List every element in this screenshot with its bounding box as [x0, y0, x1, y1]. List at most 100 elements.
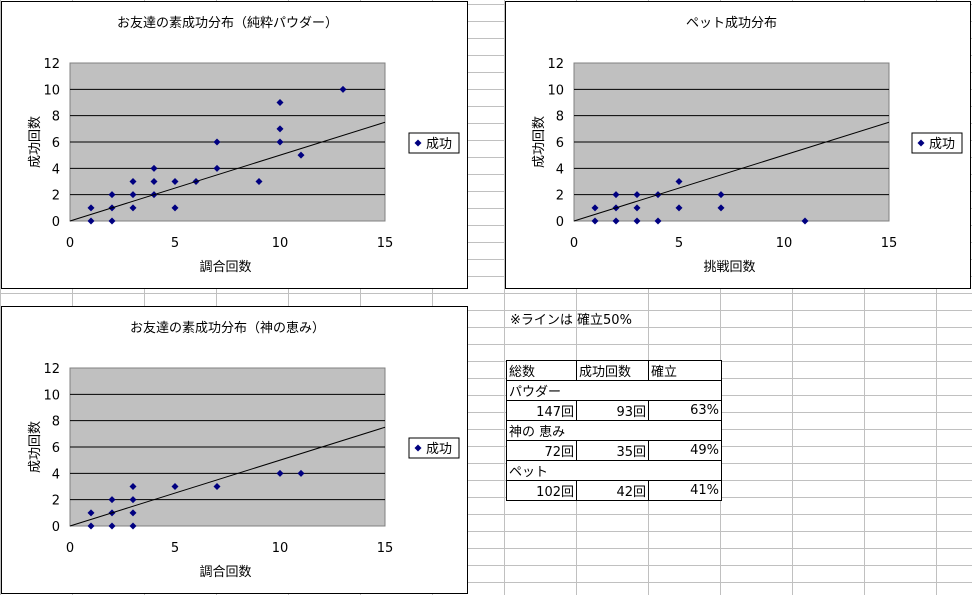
chart-0-title: お友達の素成功分布（純粋パウダー） [117, 15, 338, 31]
chart-0-xtick-label: 5 [171, 236, 179, 251]
chart-2-data-point [108, 496, 116, 504]
stats-category-row: 神の 恵み [506, 420, 722, 441]
chart-1-data-point [633, 217, 641, 225]
chart-powder-success[interactable]: お友達の素成功分布（純粋パウダー） 0 2 4 6 8 10 12 0 5 10 15 調合回数 成功回数… [1, 1, 468, 289]
chart-2-data-point [129, 522, 137, 530]
chart-0-data-point [276, 125, 284, 133]
chart-2-data-point [276, 469, 284, 477]
chart-2-xtick-label: 10 [272, 541, 289, 556]
stats-data-row: 72回 35回 49% [506, 440, 722, 461]
blessing-success[interactable]: 35回 [576, 440, 649, 461]
header-success[interactable]: 成功回数 [576, 360, 649, 381]
chart-blessing-success[interactable]: お友達の素成功分布（神の恵み） 0 2 4 6 8 10 12 0 5 10 15 調合回数 成功回数 成功 [1, 306, 468, 594]
header-rate[interactable]: 確立 [648, 360, 722, 381]
powder-total[interactable]: 147回 [506, 400, 577, 421]
chart-1-data-point [675, 204, 683, 212]
pet-success[interactable]: 42回 [576, 480, 649, 501]
chart-0-data-point [129, 191, 137, 199]
chart-1-xtick-label: 10 [776, 236, 793, 251]
chart-2-legend-box [408, 437, 460, 459]
chart-1-ytick-label: 2 [556, 189, 564, 204]
chart-0-ytick-label: 0 [52, 215, 60, 230]
powder-rate[interactable]: 63% [648, 400, 722, 421]
chart-2-ytick-label: 4 [52, 467, 60, 482]
chart-2-ytick-label: 10 [43, 388, 60, 403]
chart-0-data-point [339, 85, 347, 93]
chart-2-xtick-label: 15 [377, 541, 394, 556]
chart-0-data-point [276, 99, 284, 106]
pet-total[interactable]: 102回 [506, 480, 577, 501]
chart-0-data-point [297, 151, 305, 159]
stats-category-row: ペット [506, 460, 722, 481]
chart-1-xtick-label: 5 [675, 236, 683, 251]
chart-2-xaxis-label: 調合回数 [199, 565, 251, 580]
chart-0-yaxis-label: 成功回数 [28, 116, 43, 168]
chart-2-trendline [69, 426, 386, 527]
chart-pet-success[interactable]: ペット成功分布 0 2 4 6 8 10 12 0 5 10 15 挑戦回数 成功回数 成功 [505, 1, 971, 289]
chart-2-data-point [87, 522, 95, 530]
pet-rate[interactable]: 41% [648, 480, 722, 501]
blank-cell[interactable] [576, 420, 722, 441]
blank-cell[interactable] [576, 460, 722, 481]
chart-1-xtick-label: 15 [881, 236, 898, 251]
chart-1-data-point [654, 217, 662, 225]
chart-0-data-point [150, 164, 158, 172]
chart-0-trendline [69, 121, 386, 222]
chart-1-legend-label: 成功 [929, 137, 955, 152]
trendline-note: ※ラインは 確立50% [510, 313, 632, 328]
chart-1-ytick-label: 8 [556, 110, 564, 125]
chart-0-ytick-label: 8 [52, 110, 60, 125]
chart-1-data-point [717, 204, 725, 212]
chart-0-data-point [213, 138, 221, 146]
chart-0-data-point [87, 204, 95, 212]
chart-0-legend-marker [414, 139, 422, 147]
category-blessing[interactable]: 神の 恵み [506, 420, 577, 441]
chart-0-ytick-label: 6 [52, 136, 60, 151]
chart-2-ytick-label: 2 [52, 494, 60, 509]
chart-2-data-point [129, 483, 137, 490]
chart-2-xtick-label: 5 [171, 541, 179, 556]
category-pet[interactable]: ペット [506, 460, 577, 481]
chart-2-yaxis-label: 成功回数 [28, 421, 43, 473]
chart-2-ytick-label: 12 [43, 362, 60, 377]
chart-2-data-point [213, 483, 221, 490]
chart-0-data-point [171, 178, 179, 185]
stats-data-row: 102回 42回 41% [506, 480, 722, 501]
chart-1-ytick-label: 6 [556, 136, 564, 151]
chart-1-xtick-label: 0 [570, 236, 578, 251]
chart-2-data-point [171, 483, 179, 490]
chart-0-data-point [171, 204, 179, 212]
powder-success[interactable]: 93回 [576, 400, 649, 421]
chart-1-ytick-label: 12 [547, 57, 564, 72]
chart-1-ytick-label: 4 [556, 162, 564, 177]
chart-1-data-point [591, 217, 599, 225]
chart-1-data-point [717, 191, 725, 199]
chart-1-data-point [612, 217, 620, 225]
chart-2-legend-label: 成功 [426, 442, 452, 457]
chart-0-legend-label: 成功 [426, 137, 452, 152]
chart-1-data-point [591, 204, 599, 212]
chart-0-ytick-label: 12 [43, 57, 60, 72]
blessing-rate[interactable]: 49% [648, 440, 722, 461]
chart-1-xaxis-label: 挑戦回数 [703, 260, 755, 275]
chart-2-data-point [87, 509, 95, 517]
chart-powder-svg: お友達の素成功分布（純粋パウダー） 0 2 4 6 8 10 12 0 5 10 15 調合回数 成功回数… [28, 15, 460, 275]
chart-1-legend-marker [917, 139, 925, 147]
chart-0-xaxis-label: 調合回数 [199, 260, 251, 275]
chart-2-title: お友達の素成功分布（神の恵み） [130, 320, 325, 336]
stats-header-row: 総数 成功回数 確立 [506, 360, 722, 381]
blank-cell[interactable] [576, 380, 722, 401]
chart-0-xtick-label: 0 [66, 236, 74, 251]
blessing-total[interactable]: 72回 [506, 440, 577, 461]
category-powder[interactable]: パウダー [506, 380, 577, 401]
chart-2-ytick-label: 6 [52, 441, 60, 456]
chart-0-data-point [213, 164, 221, 172]
chart-2-xtick-label: 0 [66, 541, 74, 556]
chart-0-data-point [108, 217, 116, 225]
chart-2-data-point [108, 522, 116, 530]
chart-0-data-point [129, 178, 137, 185]
chart-2-ytick-label: 0 [52, 520, 60, 535]
chart-0-ytick-label: 2 [52, 189, 60, 204]
chart-1-data-point [801, 217, 809, 225]
header-total[interactable]: 総数 [506, 360, 577, 381]
